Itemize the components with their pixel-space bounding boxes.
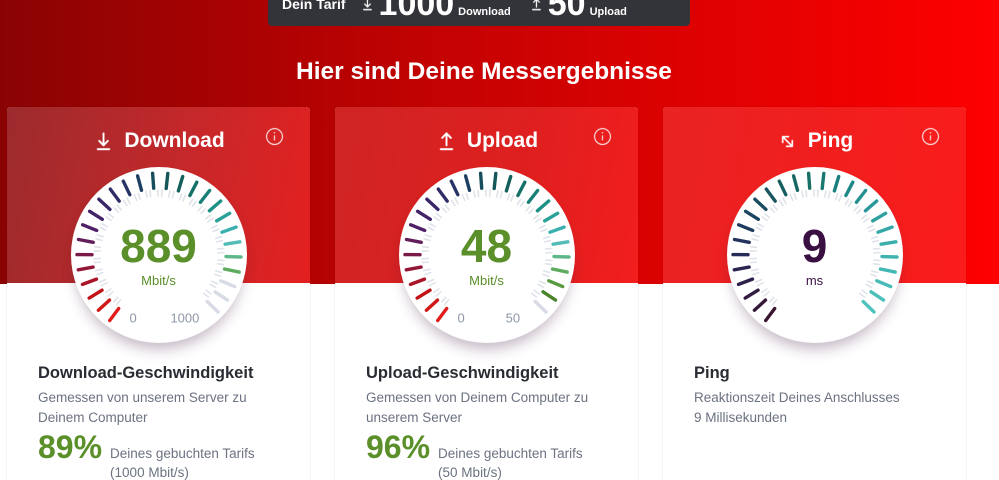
svg-text:0: 0 <box>129 310 136 325</box>
svg-text:1000: 1000 <box>170 310 199 325</box>
svg-text:0: 0 <box>457 310 464 325</box>
svg-text:50: 50 <box>505 310 519 325</box>
